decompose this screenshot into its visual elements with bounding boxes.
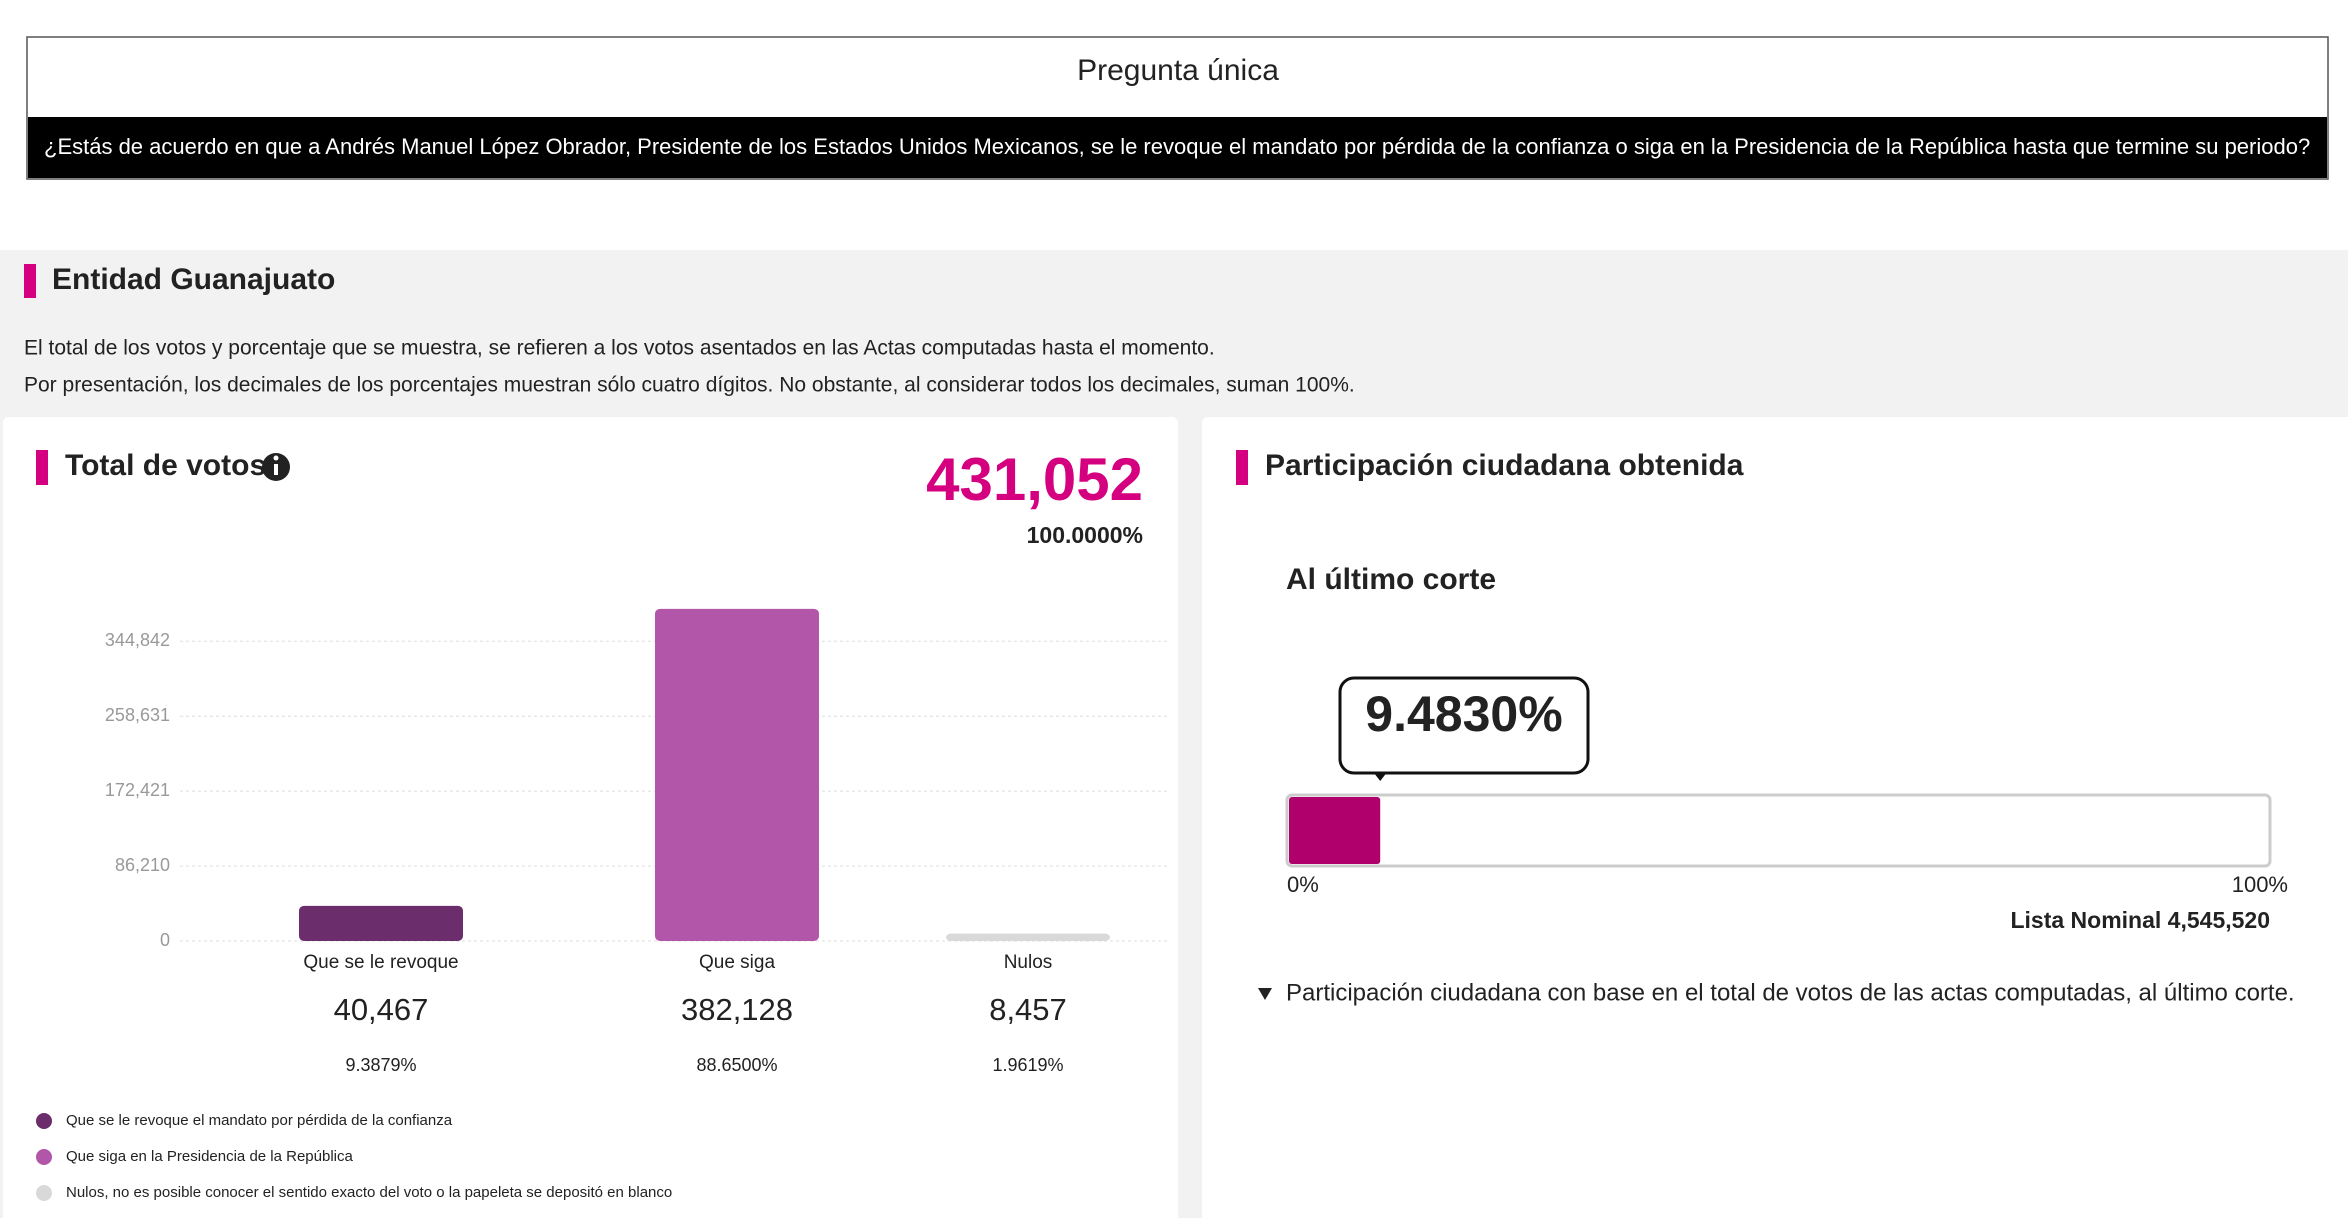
percent-label: 9.3879% xyxy=(345,1055,416,1075)
total-percent: 100.0000% xyxy=(1027,522,1143,548)
category-label: Que se le revoque xyxy=(303,952,458,973)
bar xyxy=(946,933,1110,941)
info-icon-glyph xyxy=(274,464,278,475)
progress-fill xyxy=(1289,797,1381,864)
percent-label: 1.9619% xyxy=(992,1055,1063,1075)
callout-label: 9.4830% xyxy=(1365,686,1562,742)
bar xyxy=(299,905,463,941)
category-label: Que siga xyxy=(699,952,775,973)
nominal-list: Lista Nominal 4,545,520 xyxy=(2010,907,2270,933)
y-tick-label: 258,631 xyxy=(105,705,170,725)
legend-label: Nulos, no es posible conocer el sentido … xyxy=(66,1184,672,1201)
y-tick-label: 86,210 xyxy=(115,855,170,875)
callout-box xyxy=(1338,676,1590,775)
y-tick-label: 344,842 xyxy=(105,630,170,650)
y-tick-label: 172,421 xyxy=(105,780,170,800)
percent-label: 88.6500% xyxy=(696,1055,777,1075)
value-label: 40,467 xyxy=(334,992,429,1027)
x-tick-label: 0% xyxy=(1287,872,1319,897)
section-marker xyxy=(24,264,36,298)
question-band xyxy=(28,117,2327,178)
subtitle: Al último corte xyxy=(1286,563,1496,596)
note: El total de los votos y porcentaje que s… xyxy=(24,337,1215,360)
info-icon-glyph xyxy=(273,455,279,461)
value-label: 382,128 xyxy=(681,992,793,1027)
question-text: ¿Estás de acuerdo en que a Andrés Manuel… xyxy=(44,134,2310,159)
question-title: Pregunta única xyxy=(1077,54,1279,87)
legend-label: Que se le revoque el mandato por pérdida… xyxy=(66,1112,453,1129)
section-marker xyxy=(36,450,48,485)
callout-pointer xyxy=(1373,772,1388,781)
progress-track xyxy=(1285,793,2272,868)
y-tick-label: 0 xyxy=(160,930,170,950)
expand-toggle[interactable] xyxy=(1258,988,1272,1000)
card xyxy=(3,417,1178,1218)
participation-note: Participación ciudadana con base en el t… xyxy=(1286,979,2295,1006)
legend-dot xyxy=(36,1149,52,1165)
card-title: Participación ciudadana obtenida xyxy=(1265,449,1744,482)
legend-dot xyxy=(36,1185,52,1201)
legend-label: Que siga en la Presidencia de la Repúbli… xyxy=(66,1148,354,1165)
value-label: 8,457 xyxy=(989,992,1067,1027)
total-votes: 431,052 xyxy=(926,446,1143,513)
card-title: Total de votos xyxy=(65,449,266,482)
entity-title: Entidad Guanajuato xyxy=(52,263,335,296)
legend-dot xyxy=(36,1113,52,1129)
bar xyxy=(655,608,819,941)
x-tick-label: 100% xyxy=(2232,872,2288,897)
category-label: Nulos xyxy=(1004,952,1053,973)
note: Por presentación, los decimales de los p… xyxy=(24,374,1355,397)
section-marker xyxy=(1236,450,1248,485)
